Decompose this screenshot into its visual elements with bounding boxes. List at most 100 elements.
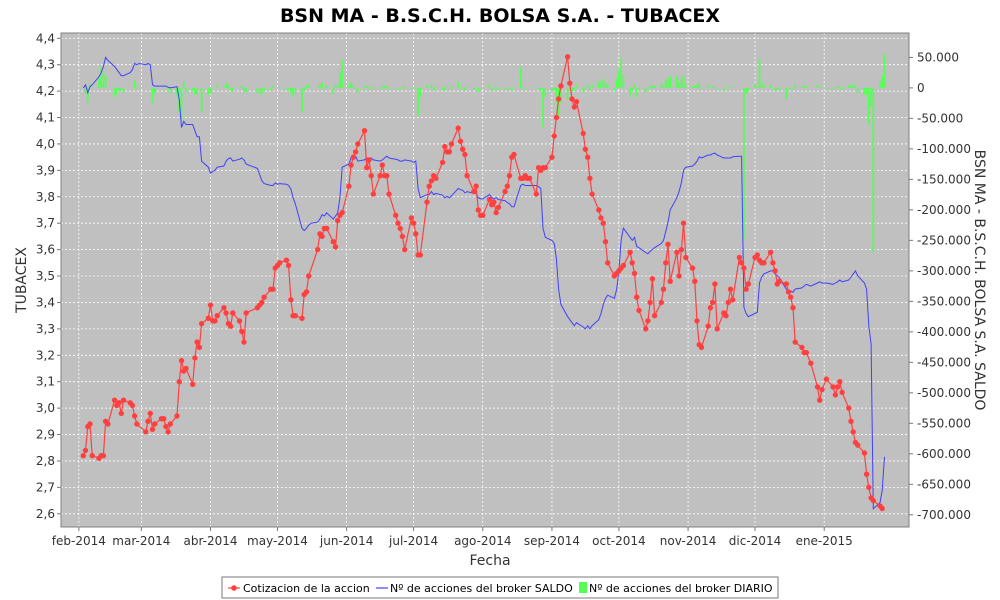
y-tick-label: 4,0 (36, 137, 55, 151)
diario-bar (245, 87, 248, 93)
price-point (832, 392, 839, 398)
price-point (745, 281, 751, 287)
diario-bar (731, 86, 734, 88)
diario-bar (834, 86, 837, 88)
x-tick-label: jun-2014 (319, 534, 373, 548)
diario-bar (269, 87, 272, 91)
diario-bar (713, 87, 716, 88)
diario-bar (838, 86, 841, 88)
price-point (306, 273, 312, 279)
diario-bar (432, 87, 435, 91)
diario-bar (318, 84, 321, 88)
price-point (424, 199, 430, 205)
y2-tick-label: -200.000 (917, 203, 971, 217)
diario-bar (370, 86, 373, 88)
diario-bar (256, 87, 259, 93)
price-point (346, 183, 352, 189)
diario-bar (606, 84, 609, 88)
diario-bar (459, 87, 462, 90)
y-tick-label: 3,4 (36, 295, 55, 309)
diario-bar (711, 86, 714, 88)
diario-bar (98, 78, 100, 88)
y2-tick-label: 0 (917, 81, 925, 95)
diario-bar (435, 86, 437, 88)
y2-tick-label: -100.000 (917, 142, 971, 156)
price-point (694, 318, 700, 324)
price-point (239, 328, 245, 335)
diario-bar (263, 87, 265, 91)
price-point (288, 297, 294, 303)
price-point (236, 318, 243, 324)
price-point (89, 453, 95, 459)
diario-bar (684, 84, 687, 88)
diario-bar (216, 84, 219, 88)
diario-bar (403, 86, 406, 88)
diario-bar (334, 84, 337, 88)
diario-bar (448, 87, 451, 90)
diario-bar (352, 84, 355, 88)
price-point (473, 183, 479, 189)
y-tick-label: 4,1 (36, 111, 55, 125)
diario-bar (207, 87, 210, 96)
diario-bar (850, 84, 852, 88)
diario-bar (450, 86, 453, 88)
diario-bar (803, 86, 806, 88)
price-point (348, 162, 354, 168)
diario-bar (457, 81, 460, 88)
y2-tick-label: -300.000 (917, 264, 971, 278)
diario-bar (227, 85, 230, 88)
diario-bar (662, 84, 665, 88)
price-point (698, 344, 705, 351)
price-point (863, 471, 870, 477)
price-point (683, 254, 689, 261)
x-tick-label: dic-2014 (729, 534, 781, 548)
price-point (582, 146, 589, 152)
diario-bar (660, 83, 663, 88)
diario-bar (620, 57, 623, 88)
chart-title: BSN MA - B.S.C.H. BOLSA S.A. - TUBACEX (280, 5, 720, 27)
diario-bar (231, 87, 234, 92)
diario-bar (633, 84, 636, 88)
price-point (799, 344, 805, 351)
price-point (605, 260, 611, 266)
legend: Cotizacion de la accion Nº de acciones d… (221, 576, 779, 599)
price-point (134, 421, 140, 427)
diario-bar (588, 87, 591, 91)
diario-bar (571, 87, 573, 91)
diario-bar (792, 87, 794, 90)
y-tick-label: 3,3 (36, 322, 55, 336)
price-point (283, 257, 290, 263)
diario-bar (758, 58, 761, 88)
diario-bar (347, 84, 350, 88)
price-point (585, 154, 591, 160)
price-point (790, 305, 796, 311)
diario-bar (475, 87, 477, 88)
diario-bar (635, 87, 638, 98)
diario-bar (104, 75, 107, 88)
y-axis-label: TUBACEX (14, 247, 30, 314)
price-point (649, 276, 656, 282)
y2-tick-label: -50.000 (917, 111, 963, 125)
diario-bar (260, 87, 263, 94)
diario-bar (852, 84, 855, 88)
diario-bar (497, 87, 500, 90)
price-point (504, 183, 510, 189)
price-point (194, 339, 200, 345)
diario-bar (332, 87, 335, 94)
x-tick-label: ago-2014 (454, 534, 511, 548)
price-point (370, 191, 377, 197)
legend-box (221, 576, 779, 599)
diario-bar (323, 87, 326, 90)
legend-diario-label: Nº de acciones del broker DIARIO (589, 582, 773, 595)
diario-bar (881, 75, 884, 88)
price-point (167, 421, 173, 427)
diario-bar (586, 84, 589, 88)
price-point (567, 80, 573, 86)
price-point (837, 379, 843, 385)
diario-bar (680, 78, 683, 88)
price-point (364, 165, 370, 171)
diario-bar (287, 87, 290, 90)
price-point (149, 426, 156, 432)
diario-bar (441, 87, 444, 90)
diario-bar (879, 81, 881, 88)
